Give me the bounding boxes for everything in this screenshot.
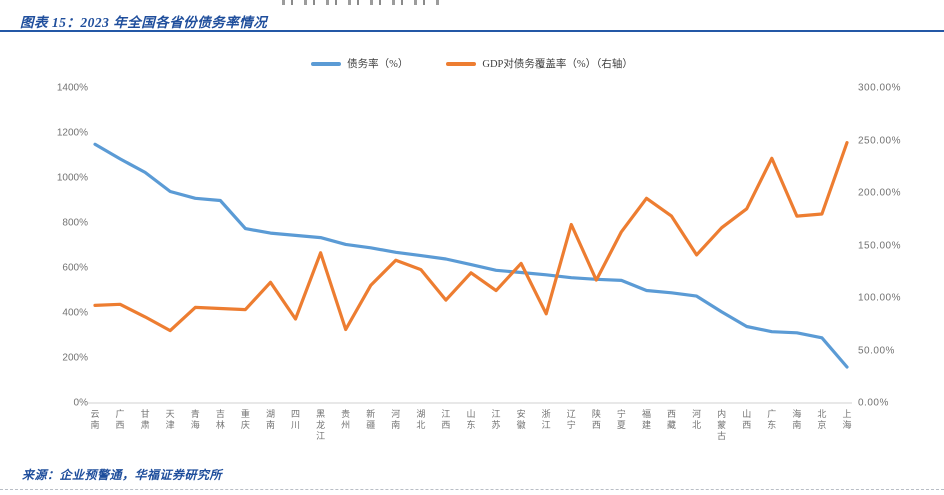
- gdp-coverage-series-line: [93, 141, 849, 333]
- x-axis-label: 陕西: [591, 409, 601, 430]
- right-axis-tick-label: 250.00%: [858, 135, 901, 146]
- legend-label-debt-ratio: 债务率（%）: [347, 59, 409, 70]
- x-axis-label: 浙江: [541, 409, 551, 430]
- right-axis-tick-label: 0.00%: [858, 397, 889, 409]
- right-axis-tick-label: 200.00%: [858, 187, 901, 199]
- x-axis-label: 广西: [115, 409, 125, 430]
- x-axis-label: 青海: [190, 409, 200, 430]
- figure-title: 图表 15：2023 年全国各省份债务率情况: [20, 15, 268, 30]
- x-axis-label: 山东: [466, 409, 476, 430]
- x-axis-label: 黑龙江: [316, 409, 326, 441]
- x-axis-label: 重庆: [240, 409, 250, 430]
- x-axis-label: 河北: [692, 409, 702, 430]
- x-axis-label: 天津: [165, 409, 175, 430]
- x-axis-label: 北京: [817, 409, 827, 430]
- title-divider: [0, 30, 944, 32]
- left-axis-tick-label: 1400%: [56, 82, 88, 94]
- legend-item-gdp-coverage: GDP对债务覆盖率（%）（右轴）: [446, 56, 633, 71]
- right-axis-tick-label: 50.00%: [858, 345, 895, 356]
- x-axis-label: 海南: [792, 409, 802, 430]
- left-axis-tick-label: 1000%: [56, 172, 88, 184]
- page-bottom-divider: [0, 489, 944, 490]
- left-axis-tick-label: 400%: [62, 307, 88, 319]
- debt-ratio-series-line: [93, 142, 849, 369]
- legend-item-debt-ratio: 债务率（%）: [311, 56, 408, 71]
- x-axis-label: 广东: [767, 409, 777, 430]
- right-axis-tick-label: 100.00%: [858, 292, 901, 304]
- x-axis-label: 内蒙古: [717, 409, 727, 441]
- right-axis-tick-label: 300.00%: [858, 82, 901, 94]
- x-axis-label: 辽宁: [566, 409, 576, 430]
- x-axis-label: 新疆: [366, 409, 376, 430]
- x-axis-label: 西藏: [667, 409, 677, 430]
- left-axis-tick-label: 600%: [62, 262, 88, 274]
- x-axis-label: 四川: [291, 409, 301, 430]
- clipped-text-fragment: [282, 0, 442, 5]
- gdp-coverage-line-swatch: [446, 61, 477, 66]
- x-axis-label: 宁夏: [616, 409, 626, 430]
- x-axis-label: 甘肃: [140, 409, 150, 430]
- x-axis-label: 湖北: [416, 409, 426, 430]
- x-axis-label: 吉林: [215, 409, 225, 430]
- x-axis-label: 福建: [641, 409, 651, 430]
- x-axis-label: 贵州: [341, 409, 351, 430]
- x-axis-label: 河南: [391, 409, 401, 430]
- left-axis-tick-label: 800%: [62, 217, 88, 229]
- x-axis-label: 湖南: [265, 409, 275, 430]
- left-axis-tick-label: 200%: [62, 352, 88, 364]
- legend-label-gdp-coverage: GDP对债务覆盖率（%）（右轴）: [482, 59, 633, 70]
- x-axis-label: 云南: [90, 409, 100, 430]
- debt-ratio-line-swatch: [311, 61, 342, 66]
- x-axis-label: 上海: [842, 409, 852, 430]
- right-y-axis: 300.00% 250.00% 200.00% 150.00% 100.00% 50.00…: [858, 0, 918, 430]
- left-axis-tick-label: 0%: [73, 397, 88, 409]
- right-axis-tick-label: 150.00%: [858, 240, 901, 251]
- x-axis-label: 江苏: [491, 409, 501, 430]
- left-axis-tick-label: 1200%: [56, 127, 88, 139]
- source-note: 来源：企业预警通，华福证券研究所: [22, 468, 223, 482]
- x-axis-label: 江西: [441, 409, 451, 430]
- left-y-axis: 1400% 1200% 1000% 800% 600% 400% 200% 0%: [40, 0, 88, 430]
- x-axis-label: 山西: [742, 409, 752, 430]
- x-axis-label: 安徽: [516, 409, 526, 430]
- chart-legend: 债务率（%） GDP对债务覆盖率（%）（右轴）: [0, 56, 944, 71]
